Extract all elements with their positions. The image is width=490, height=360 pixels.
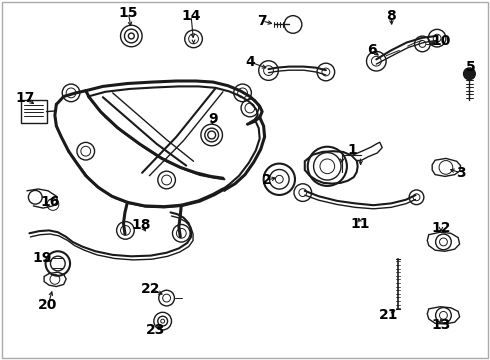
Polygon shape (427, 307, 460, 324)
Text: 16: 16 (40, 195, 60, 208)
Text: 11: 11 (350, 217, 370, 231)
Text: 13: 13 (431, 318, 451, 332)
Text: 4: 4 (245, 55, 255, 69)
Text: 22: 22 (141, 282, 161, 296)
Text: 12: 12 (431, 221, 451, 234)
Circle shape (464, 68, 475, 80)
Text: 8: 8 (386, 9, 396, 23)
Polygon shape (21, 100, 47, 123)
Text: 23: 23 (146, 323, 166, 337)
Text: 7: 7 (257, 14, 267, 28)
Text: 14: 14 (181, 9, 201, 23)
Polygon shape (352, 142, 382, 161)
Text: 6: 6 (368, 44, 377, 57)
Text: 18: 18 (131, 218, 151, 232)
Text: 9: 9 (208, 112, 218, 126)
Polygon shape (427, 232, 460, 251)
Text: 10: 10 (431, 34, 451, 48)
Text: 3: 3 (456, 166, 466, 180)
Polygon shape (44, 272, 66, 287)
Text: 15: 15 (119, 6, 138, 20)
Text: 21: 21 (379, 308, 399, 321)
Polygon shape (432, 158, 461, 176)
Text: 5: 5 (466, 60, 475, 73)
Text: 19: 19 (32, 252, 52, 265)
Text: 20: 20 (38, 298, 58, 312)
Text: 2: 2 (262, 173, 272, 187)
Polygon shape (305, 151, 358, 184)
Text: 17: 17 (16, 91, 35, 105)
Text: 1: 1 (348, 144, 358, 157)
